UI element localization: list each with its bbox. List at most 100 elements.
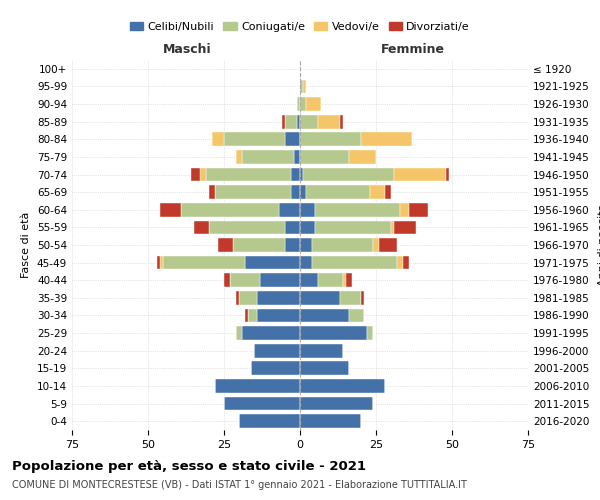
Bar [361,291,364,304]
Bar [285,238,300,252]
Bar [224,132,285,146]
Bar [236,326,242,340]
Bar [279,203,300,216]
Bar [257,308,300,322]
Bar [318,115,340,128]
Bar [248,308,257,322]
Bar [340,115,343,128]
Bar [300,238,312,252]
Bar [254,344,300,358]
Bar [297,115,300,128]
Bar [194,220,209,234]
Bar [394,168,446,181]
Bar [300,220,315,234]
Bar [306,97,321,111]
Legend: Celibi/Nubili, Coniugati/e, Vedovi/e, Divorziati/e: Celibi/Nubili, Coniugati/e, Vedovi/e, Di… [125,18,475,36]
Bar [163,256,245,270]
Y-axis label: Fasce di età: Fasce di età [22,212,31,278]
Bar [349,308,364,322]
Y-axis label: Anni di nascita: Anni di nascita [598,204,600,286]
Bar [300,115,318,128]
Bar [400,203,409,216]
Bar [251,362,300,375]
Bar [379,238,397,252]
Bar [391,220,394,234]
Bar [300,186,306,199]
Bar [403,256,409,270]
Bar [285,115,297,128]
Text: Maschi: Maschi [163,44,212,57]
Bar [157,256,160,270]
Bar [200,168,206,181]
Bar [300,396,373,410]
Text: COMUNE DI MONTECRESTESE (VB) - Dati ISTAT 1° gennaio 2021 - Elaborazione TUTTITA: COMUNE DI MONTECRESTESE (VB) - Dati ISTA… [12,480,467,490]
Bar [209,186,215,199]
Bar [340,291,361,304]
Bar [282,115,285,128]
Bar [291,186,300,199]
Bar [224,396,300,410]
Bar [300,256,312,270]
Bar [303,168,394,181]
Bar [394,220,416,234]
Bar [160,203,181,216]
Bar [245,308,248,322]
Bar [361,132,412,146]
Bar [291,168,300,181]
Bar [300,344,343,358]
Bar [285,132,300,146]
Bar [215,186,291,199]
Bar [294,150,300,164]
Bar [297,97,300,111]
Bar [300,291,340,304]
Bar [212,132,224,146]
Bar [242,326,300,340]
Bar [300,308,349,322]
Bar [318,274,343,287]
Bar [257,291,300,304]
Bar [300,80,303,94]
Bar [206,168,291,181]
Bar [215,379,300,393]
Bar [224,274,230,287]
Bar [230,274,260,287]
Bar [242,150,294,164]
Bar [300,414,361,428]
Bar [160,256,163,270]
Bar [245,256,300,270]
Bar [300,150,349,164]
Bar [218,238,233,252]
Bar [315,220,391,234]
Bar [300,203,315,216]
Bar [312,238,373,252]
Bar [300,379,385,393]
Bar [306,186,370,199]
Bar [385,186,391,199]
Bar [373,238,379,252]
Bar [312,256,397,270]
Text: Popolazione per età, sesso e stato civile - 2021: Popolazione per età, sesso e stato civil… [12,460,366,473]
Bar [209,220,285,234]
Bar [285,220,300,234]
Bar [315,203,400,216]
Bar [236,291,239,304]
Bar [239,414,300,428]
Bar [349,150,376,164]
Bar [409,203,428,216]
Bar [300,326,367,340]
Bar [300,274,318,287]
Bar [181,203,279,216]
Bar [233,238,285,252]
Bar [397,256,403,270]
Bar [300,362,349,375]
Bar [446,168,449,181]
Bar [300,132,361,146]
Bar [367,326,373,340]
Bar [303,80,306,94]
Bar [346,274,352,287]
Bar [239,291,257,304]
Bar [260,274,300,287]
Bar [343,274,346,287]
Text: Femmine: Femmine [380,44,445,57]
Bar [236,150,242,164]
